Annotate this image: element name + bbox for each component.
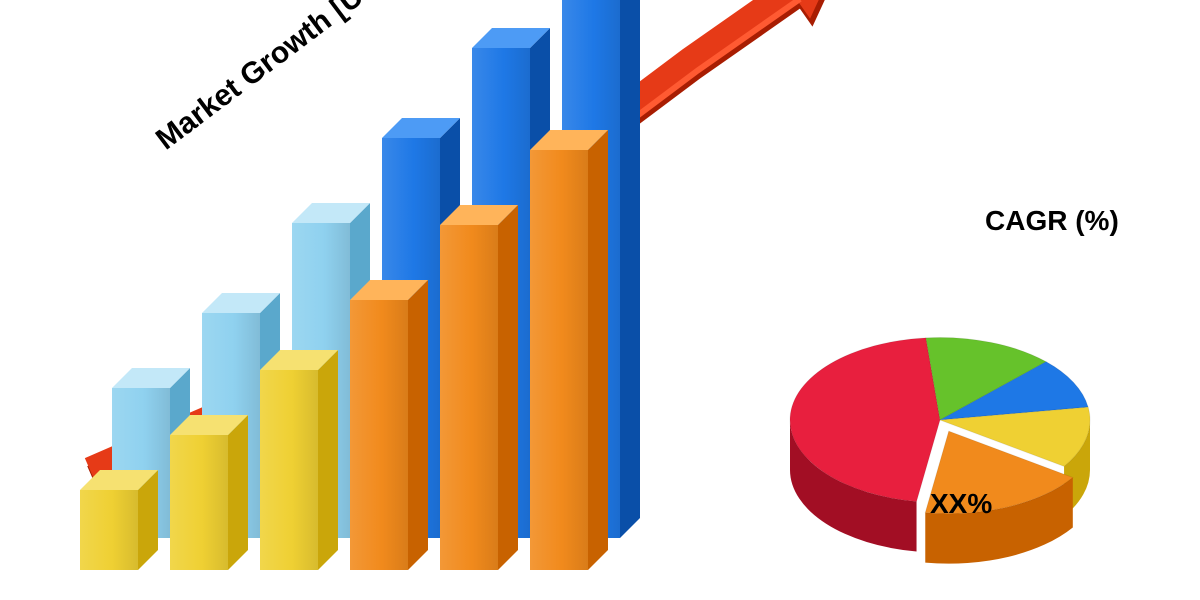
front-bar-3 [350, 280, 428, 570]
front-bar-2 [260, 350, 338, 570]
front-bar-5 [530, 130, 608, 570]
pie-percentage-text: XX% [930, 488, 992, 519]
pie-percentage-label: XX% [930, 488, 992, 520]
front-bar-1 [170, 415, 248, 570]
canvas: Market Growth [USD Million] CAGR (%) XX% [0, 0, 1200, 600]
front-bar-0 [80, 470, 158, 570]
front-bar-4 [440, 205, 518, 570]
